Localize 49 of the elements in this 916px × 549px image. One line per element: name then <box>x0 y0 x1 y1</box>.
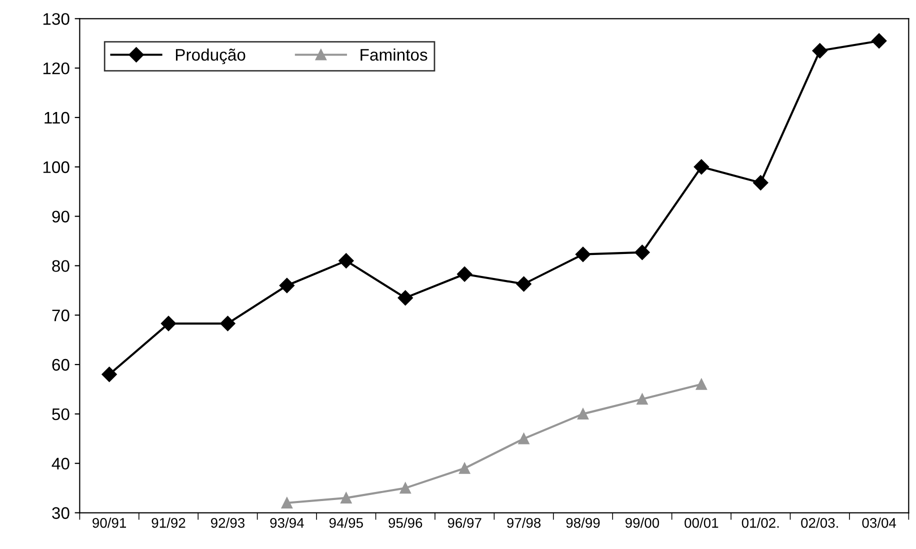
y-tick-label: 90 <box>52 210 70 223</box>
x-tick-label: 93/94 <box>270 518 304 528</box>
point <box>871 33 887 48</box>
point <box>577 408 589 420</box>
legend-label: Produção <box>176 48 246 64</box>
point <box>696 378 707 390</box>
point <box>812 43 828 58</box>
point <box>575 246 591 262</box>
y-tick-label: 130 <box>43 13 70 25</box>
y-tick-label: 40 <box>52 458 70 470</box>
point <box>518 433 530 444</box>
y-tick-label: 120 <box>43 62 70 74</box>
y-tick-label: 60 <box>52 358 70 371</box>
y-tick-label: 30 <box>52 507 70 519</box>
point <box>634 244 650 260</box>
point <box>220 316 236 332</box>
x-tick-label: 94/95 <box>329 518 363 528</box>
x-tick-label: 02/03. <box>801 518 838 528</box>
x-tick-label: 00/01 <box>684 518 718 528</box>
y-tick-label: 50 <box>52 408 70 420</box>
point <box>279 278 295 294</box>
point <box>338 253 354 268</box>
point <box>160 316 176 332</box>
point <box>398 290 413 306</box>
point <box>457 266 472 282</box>
x-tick-label: 95/96 <box>388 518 422 528</box>
point <box>753 175 768 190</box>
x-tick-label: 92/93 <box>211 518 244 528</box>
x-tick-label: 91/92 <box>152 518 186 528</box>
x-tick-label: 90/91 <box>92 518 126 528</box>
point <box>636 394 648 405</box>
x-tick-label: 01/02. <box>742 518 779 528</box>
point <box>340 492 352 504</box>
point <box>400 482 411 494</box>
x-tick-label: 98/99 <box>566 518 600 528</box>
y-tick-label: 110 <box>44 112 70 124</box>
point <box>102 366 117 382</box>
x-tick-label: 96/97 <box>448 518 482 528</box>
point <box>516 276 532 292</box>
y-tick-label: 70 <box>52 310 70 322</box>
x-tick-label: 03/04 <box>862 518 896 528</box>
point <box>281 497 292 508</box>
point <box>459 462 470 474</box>
legend-label: Famintos <box>360 48 428 61</box>
x-tick-label: 99/00 <box>625 518 660 528</box>
y-tick-label: 100 <box>43 161 70 174</box>
y-tick-label: 80 <box>52 260 70 272</box>
x-tick-label: 97/98 <box>507 518 541 528</box>
point <box>694 159 709 174</box>
